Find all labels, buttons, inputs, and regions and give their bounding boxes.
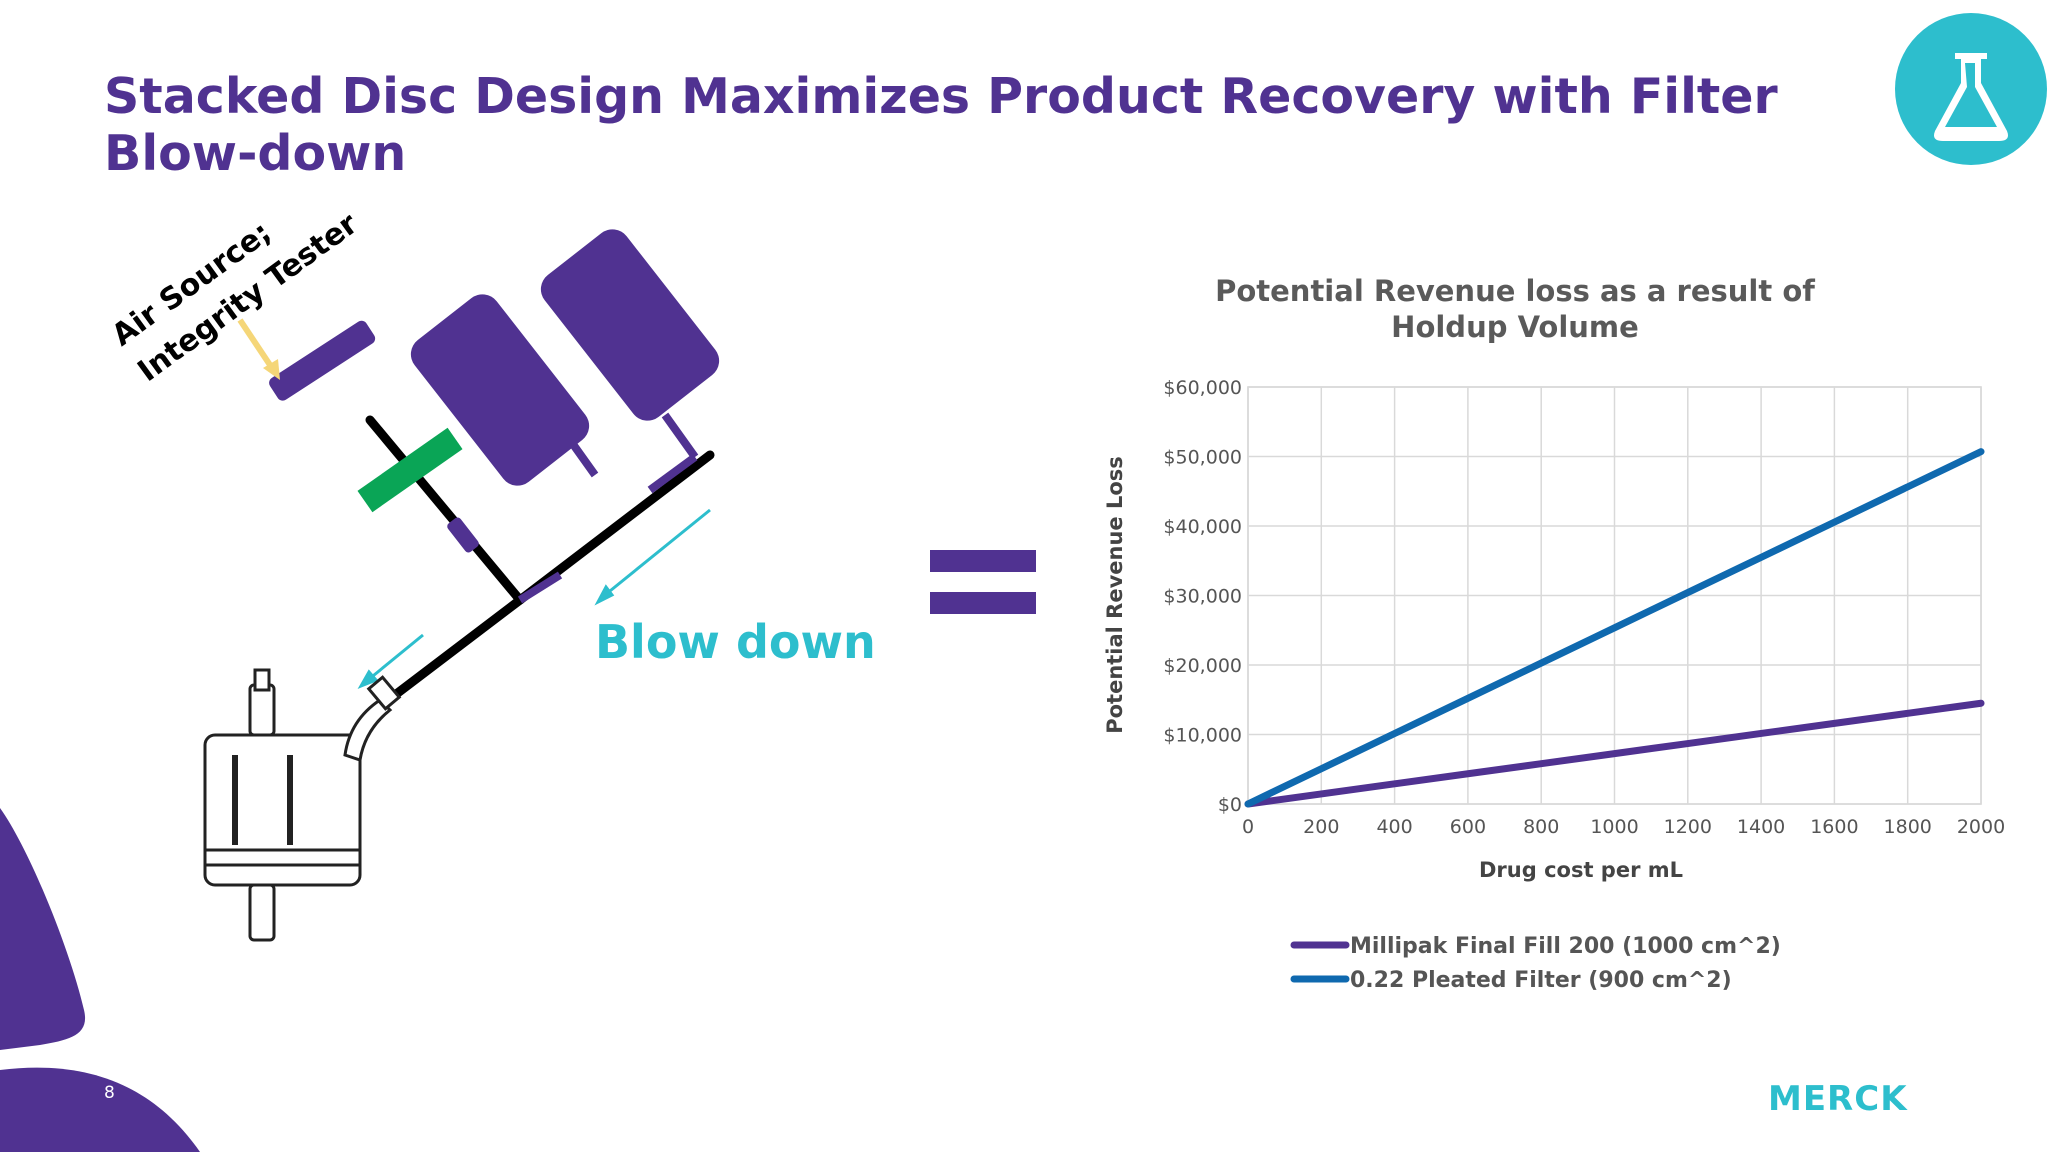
equals-icon bbox=[930, 550, 1036, 614]
page-number: 8 bbox=[104, 1083, 115, 1103]
capsule-filter-icon bbox=[203, 668, 402, 942]
y-tick-label: $30,000 bbox=[1163, 586, 1242, 608]
x-tick-label: 200 bbox=[1303, 816, 1339, 838]
legend-label-2: 0.22 Pleated Filter (900 cm^2) bbox=[1350, 968, 1732, 993]
x-tick-label: 0 bbox=[1242, 816, 1254, 838]
x-tick-label: 2000 bbox=[1957, 816, 2005, 838]
x-tick-label: 400 bbox=[1376, 816, 1412, 838]
x-tick-label: 1200 bbox=[1664, 816, 1712, 838]
x-tick-label: 1800 bbox=[1884, 816, 1932, 838]
slide-title: Stacked Disc Design Maximizes Product Re… bbox=[104, 68, 1778, 182]
chart-title-line1: Potential Revenue loss as a result of bbox=[1215, 274, 1815, 308]
merck-logo: MERCK bbox=[1768, 1079, 1908, 1114]
flask-icon bbox=[1895, 13, 2047, 165]
blow-down-label: Blow down bbox=[595, 615, 876, 669]
y-tick-label: $60,000 bbox=[1163, 377, 1242, 399]
chart-title-line2: Holdup Volume bbox=[1391, 310, 1639, 344]
x-tick-label: 800 bbox=[1523, 816, 1559, 838]
revenue-loss-chart: Potential Revenue loss as a result of Ho… bbox=[1103, 274, 2005, 993]
x-tick-label: 600 bbox=[1450, 816, 1486, 838]
air-arrow-icon bbox=[237, 318, 280, 380]
y-tick-label: $50,000 bbox=[1163, 447, 1242, 469]
y-tick-label: $10,000 bbox=[1163, 725, 1242, 747]
y-tick-label: $40,000 bbox=[1163, 516, 1242, 538]
x-axis-label: Drug cost per mL bbox=[1479, 858, 1683, 882]
svg-text:MERCK: MERCK bbox=[1768, 1079, 1908, 1114]
x-tick-label: 1400 bbox=[1737, 816, 1785, 838]
y-axis-label: Potential Revenue Loss bbox=[1103, 456, 1127, 734]
blowdown-diagram bbox=[203, 229, 720, 942]
x-tick-label: 1600 bbox=[1810, 816, 1858, 838]
decorative-blob-left bbox=[0, 808, 200, 1152]
y-tick-label: $0 bbox=[1218, 794, 1242, 816]
x-tick-label: 1000 bbox=[1590, 816, 1638, 838]
y-tick-label: $20,000 bbox=[1163, 655, 1242, 677]
legend-label-1: Millipak Final Fill 200 (1000 cm^2) bbox=[1350, 934, 1781, 959]
